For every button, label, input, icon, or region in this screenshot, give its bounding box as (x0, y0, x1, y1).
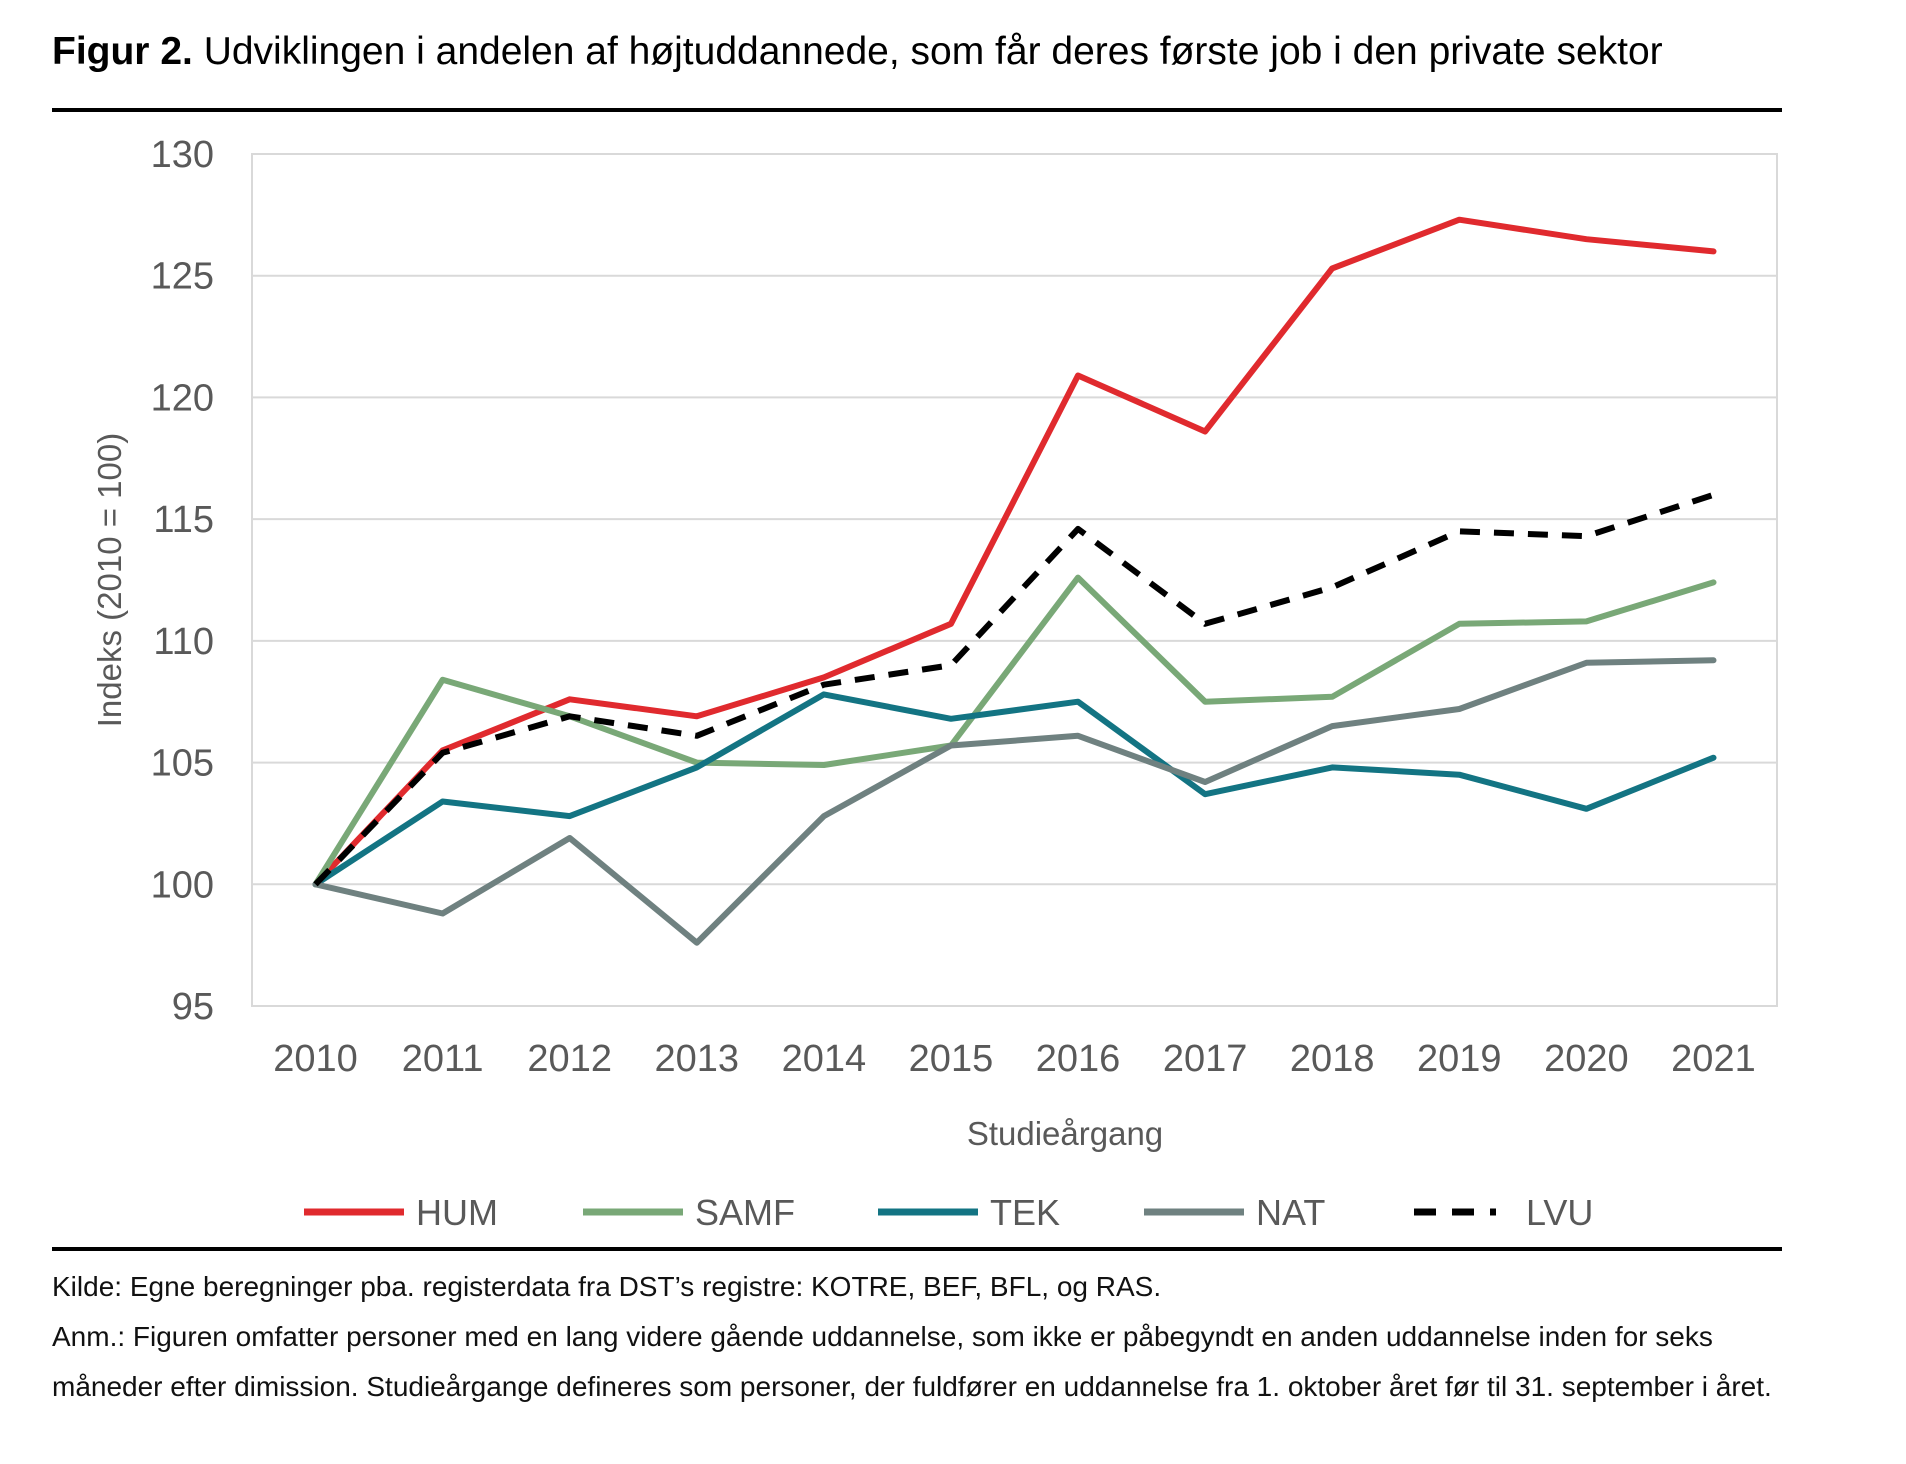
bottom-rule (52, 1247, 1782, 1251)
legend-label-tek: TEK (990, 1192, 1060, 1233)
legend-label-lvu: LVU (1526, 1192, 1593, 1233)
x-tick-label: 2015 (909, 1038, 994, 1080)
remark-note: Anm.: Figuren omfatter personer med en l… (52, 1321, 1772, 1402)
top-rule (52, 108, 1782, 112)
x-axis-label: Studieårgang (967, 1115, 1163, 1152)
plot-area (251, 153, 1778, 1007)
legend-label-samf: SAMF (695, 1192, 795, 1233)
x-tick-label: 2014 (782, 1038, 867, 1080)
figure-title-text: Udviklingen i andelen af højtuddannede, … (203, 30, 1663, 73)
x-tick-label: 2019 (1417, 1038, 1502, 1080)
figure-notes: Kilde: Egne beregninger pba. registerdat… (52, 1262, 1792, 1412)
y-tick-label: 120 (151, 377, 214, 419)
figure-label: Figur 2. (52, 30, 193, 73)
x-tick-label: 2021 (1671, 1038, 1756, 1080)
y-tick-label: 125 (151, 256, 214, 298)
series-line-lvu (313, 491, 1715, 887)
x-tick-label: 2018 (1290, 1038, 1375, 1080)
x-tick-label: 2011 (402, 1038, 484, 1080)
source-note: Kilde: Egne beregninger pba. registerdat… (52, 1271, 1162, 1302)
figure-title: Figur 2. Udviklingen i andelen af højtud… (52, 26, 1663, 78)
y-tick-label: 105 (151, 743, 214, 785)
y-tick-label: 95 (172, 986, 214, 1028)
series-line-tek (312, 691, 1717, 888)
x-tick-label: 2016 (1036, 1038, 1121, 1080)
series-line-nat (312, 657, 1717, 946)
y-tick-label: 110 (153, 621, 214, 663)
legend-label-hum: HUM (416, 1192, 498, 1233)
line-chart: 95 100 105 110 115 120 125 130 2010 2011 2012 2013 2… (91, 134, 1778, 1233)
legend-label-nat: NAT (1256, 1192, 1325, 1233)
y-tick-label: 130 (151, 134, 214, 176)
y-tick-label: 100 (151, 864, 214, 906)
x-tick-label: 2017 (1163, 1038, 1248, 1080)
y-axis-label: Indeks (2010 = 100) (91, 433, 128, 727)
y-tick-label: 115 (153, 499, 214, 541)
x-tick-label: 2010 (273, 1038, 358, 1080)
x-tick-label: 2012 (527, 1038, 612, 1080)
x-tick-label: 2013 (655, 1038, 740, 1080)
x-tick-label: 2020 (1544, 1038, 1629, 1080)
series-line-samf (312, 574, 1717, 888)
